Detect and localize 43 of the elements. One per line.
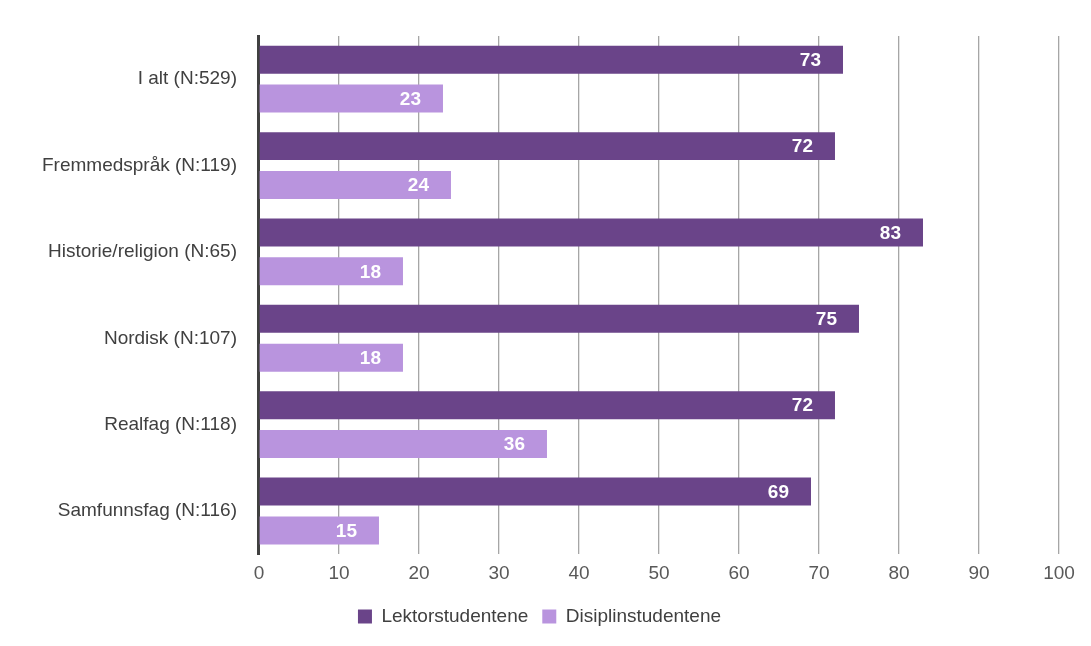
- data-label: 36: [503, 433, 525, 455]
- legend-label: Disiplinstudentene: [565, 604, 722, 626]
- x-tick-label: 100: [1043, 561, 1075, 583]
- data-label: 24: [407, 174, 430, 196]
- data-label: 18: [359, 346, 381, 368]
- data-label: 23: [399, 87, 421, 109]
- x-tick-label: 40: [568, 561, 590, 583]
- y-tick-label: Historie/religion (N:65): [47, 240, 237, 262]
- x-tick-label: 80: [888, 561, 910, 583]
- bar: [259, 343, 403, 372]
- data-label: 18: [359, 260, 381, 282]
- bar: [259, 84, 443, 113]
- x-tick-label: 10: [328, 561, 350, 583]
- x-tick-label: 0: [253, 561, 265, 583]
- bar: [259, 257, 403, 286]
- bar: [259, 391, 835, 420]
- data-label: 73: [799, 48, 821, 70]
- data-label: 72: [791, 394, 813, 416]
- bar: [259, 218, 923, 247]
- y-tick-label: Nordisk (N:107): [103, 326, 237, 348]
- data-label: 83: [879, 221, 901, 243]
- y-tick-label: I alt (N:529): [137, 67, 237, 89]
- data-label: 72: [791, 135, 813, 157]
- bar: [259, 304, 859, 333]
- legend-label: Lektorstudentene: [381, 604, 529, 626]
- x-tick-label: 60: [728, 561, 750, 583]
- data-label: 75: [815, 308, 838, 330]
- bar: [259, 516, 379, 545]
- x-tick-label: 20: [408, 561, 430, 583]
- bar: [259, 132, 835, 161]
- x-tick-label: 50: [648, 561, 670, 583]
- y-tick-label: Fremmedspråk (N:119): [41, 153, 237, 175]
- data-label: 15: [335, 519, 358, 541]
- bar: [259, 430, 547, 459]
- bar: [259, 45, 843, 74]
- bar: [259, 170, 451, 199]
- data-label: 69: [767, 480, 789, 502]
- y-tick-label: Realfag (N:118): [104, 412, 237, 434]
- bar: [259, 477, 811, 506]
- x-tick-label: 70: [808, 561, 830, 583]
- y-tick-label: Samfunnsfag (N:116): [57, 499, 237, 521]
- x-tick-label: 30: [488, 561, 510, 583]
- x-tick-label: 90: [968, 561, 990, 583]
